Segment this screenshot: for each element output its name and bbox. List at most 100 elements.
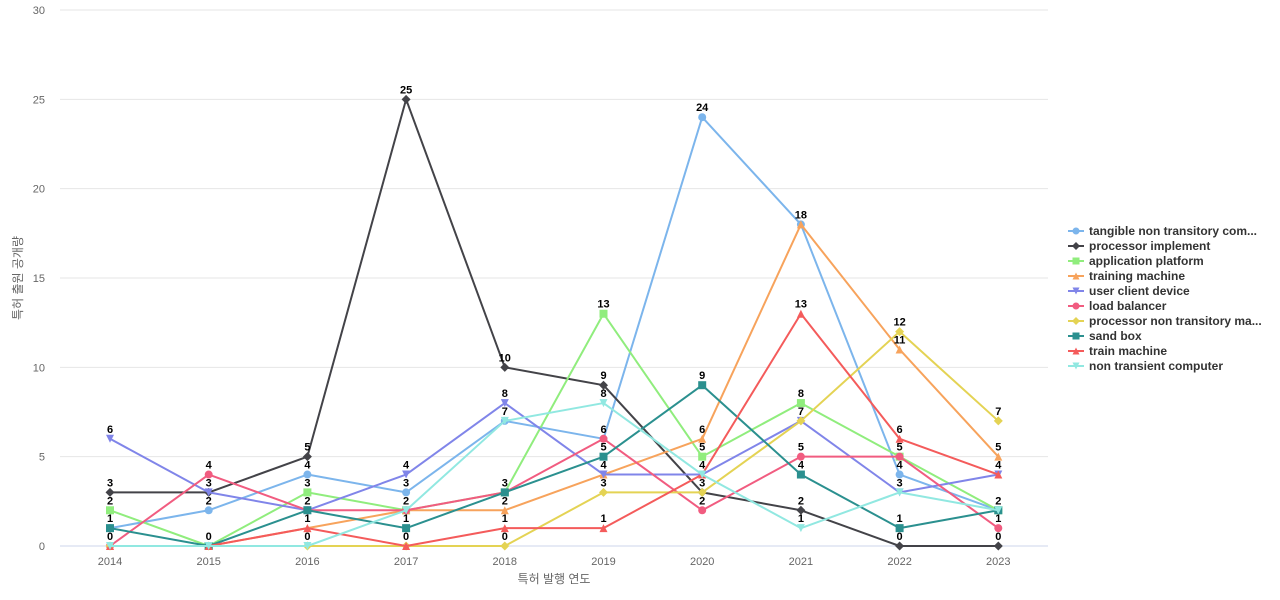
series-line[interactable]	[109, 312, 999, 547]
data-point[interactable]	[796, 470, 805, 479]
legend-item[interactable]: user client device	[1068, 284, 1190, 298]
data-point[interactable]	[303, 488, 312, 497]
data-point[interactable]	[796, 399, 805, 408]
data-point[interactable]	[599, 309, 608, 318]
data-label: 6	[107, 424, 113, 436]
data-point[interactable]	[895, 345, 904, 354]
data-point[interactable]	[402, 470, 411, 479]
data-point[interactable]	[895, 524, 904, 533]
data-label: 1	[600, 513, 606, 525]
legend-item[interactable]: application platform	[1068, 254, 1204, 268]
y-tick-label: 0	[39, 541, 45, 553]
data-point[interactable]	[698, 113, 707, 122]
data-label: 4	[304, 460, 311, 472]
data-point[interactable]	[204, 506, 213, 515]
data-point[interactable]	[698, 470, 707, 479]
data-label: 0	[107, 531, 113, 543]
legend-label: non transient computer	[1089, 359, 1223, 373]
data-point[interactable]	[895, 488, 904, 497]
data-point[interactable]	[994, 470, 1003, 479]
legend-item[interactable]: processor non transitory ma...	[1068, 314, 1262, 328]
series-line[interactable]	[110, 402, 999, 547]
data-point[interactable]	[796, 452, 805, 461]
data-point[interactable]	[895, 434, 904, 443]
data-point[interactable]	[599, 524, 608, 533]
data-point[interactable]	[500, 362, 510, 372]
data-point[interactable]	[500, 399, 509, 408]
data-point[interactable]	[106, 434, 114, 443]
data-label: 1	[502, 513, 508, 525]
data-point[interactable]	[204, 470, 213, 479]
data-point[interactable]	[402, 488, 411, 497]
data-point[interactable]	[106, 542, 114, 550]
data-point[interactable]	[994, 452, 1003, 461]
legend-item[interactable]: training machine	[1068, 269, 1185, 283]
data-point[interactable]	[599, 452, 608, 461]
data-label: 8	[600, 388, 606, 400]
data-point[interactable]	[796, 505, 806, 515]
data-point[interactable]	[106, 506, 114, 515]
data-point[interactable]	[303, 470, 312, 479]
data-point[interactable]	[599, 470, 608, 479]
data-point[interactable]	[599, 487, 608, 497]
data-point[interactable]	[500, 506, 509, 515]
data-point[interactable]	[204, 542, 213, 550]
data-label: 3	[502, 477, 508, 489]
data-point[interactable]	[895, 541, 905, 551]
legend-item[interactable]: non transient computer	[1068, 359, 1223, 373]
data-point[interactable]	[698, 452, 707, 461]
legend-item[interactable]: processor implement	[1068, 239, 1210, 253]
data-point[interactable]	[993, 416, 1003, 426]
series-line[interactable]	[109, 437, 999, 547]
data-point[interactable]	[994, 524, 1003, 533]
data-label: 0	[995, 531, 1001, 543]
x-axis-ticks: 2014 2015 2016 2017 2018 2019 2020 2021 2022 2023	[98, 556, 1011, 568]
data-point[interactable]	[599, 399, 608, 408]
legend-label: training machine	[1089, 269, 1185, 283]
data-point[interactable]	[105, 487, 115, 497]
data-point[interactable]	[796, 416, 806, 426]
data-point[interactable]	[994, 506, 1003, 515]
data-point[interactable]	[895, 327, 905, 337]
series-line[interactable]	[110, 98, 999, 547]
data-label: 18	[795, 209, 807, 221]
legend-item[interactable]: train machine	[1068, 344, 1167, 358]
data-point[interactable]	[895, 452, 904, 461]
legend-item[interactable]: sand box	[1068, 329, 1142, 343]
data-point[interactable]	[204, 488, 213, 497]
data-point[interactable]	[302, 452, 312, 462]
legend-item[interactable]: tangible non transitory com...	[1068, 224, 1257, 238]
data-point[interactable]	[500, 416, 509, 425]
data-point[interactable]	[303, 506, 312, 515]
data-point[interactable]	[106, 524, 114, 533]
data-point[interactable]	[993, 541, 1003, 551]
data-point[interactable]	[796, 309, 805, 318]
series-line[interactable]	[110, 312, 999, 547]
data-label: 5	[699, 442, 705, 454]
data-point[interactable]	[895, 470, 904, 479]
data-point[interactable]	[303, 524, 312, 533]
data-label: 5	[995, 442, 1001, 454]
data-label: 4	[403, 460, 410, 472]
data-point[interactable]	[697, 487, 707, 497]
data-point[interactable]	[599, 380, 608, 390]
data-point[interactable]	[698, 506, 707, 515]
data-label: 3	[600, 477, 606, 489]
data-point[interactable]	[796, 524, 805, 533]
data-point[interactable]	[500, 488, 509, 497]
data-point[interactable]	[500, 541, 510, 551]
data-point[interactable]	[402, 506, 411, 515]
data-point[interactable]	[796, 220, 805, 229]
data-label: 0	[304, 531, 310, 543]
series-line[interactable]	[109, 384, 999, 547]
data-point[interactable]	[402, 524, 411, 533]
data-point[interactable]	[402, 542, 411, 550]
data-point[interactable]	[303, 542, 312, 550]
data-point[interactable]	[500, 524, 509, 533]
data-point[interactable]	[599, 434, 608, 443]
legend-item[interactable]: load balancer	[1068, 299, 1167, 313]
data-point[interactable]	[698, 381, 707, 390]
data-point[interactable]	[698, 434, 707, 443]
data-point[interactable]	[401, 94, 411, 104]
data-label: 5	[304, 442, 310, 454]
